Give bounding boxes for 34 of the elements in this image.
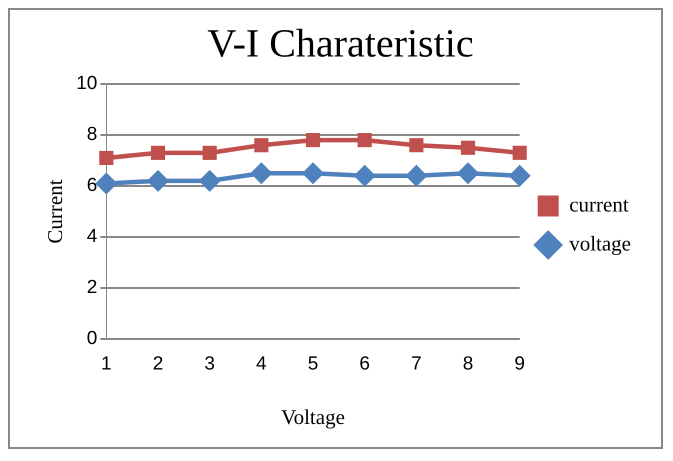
x-tick-label: 5 xyxy=(308,354,318,375)
x-tick-label: 6 xyxy=(359,354,370,375)
point xyxy=(358,133,372,148)
point xyxy=(254,138,268,152)
x-tick-label: 2 xyxy=(152,354,164,375)
y-tick-label: 0 xyxy=(86,328,98,350)
y-tick-label: 10 xyxy=(76,73,98,94)
x-tick-label: 8 xyxy=(462,354,474,375)
y-tick-label: 6 xyxy=(86,175,98,196)
point xyxy=(460,140,476,155)
point xyxy=(409,138,424,152)
legend-label: voltage xyxy=(569,232,631,256)
point xyxy=(202,146,217,160)
x-tick-label: 4 xyxy=(256,354,268,375)
point xyxy=(198,170,221,192)
point xyxy=(99,150,114,166)
x-tick-label: 1 xyxy=(101,354,112,375)
y-tick-label: 4 xyxy=(86,226,98,248)
y-tick-label: 8 xyxy=(86,124,98,146)
point xyxy=(508,164,531,187)
point xyxy=(150,146,166,160)
point xyxy=(302,162,324,184)
y-axis-title: Current xyxy=(43,179,68,244)
x-tick-label: 7 xyxy=(411,354,422,375)
x-axis-title: Voltage xyxy=(281,404,345,429)
chart-title: V-I Charateristic xyxy=(207,20,474,66)
legend-label: current xyxy=(569,192,629,217)
point xyxy=(512,146,527,160)
x-tick-label: 9 xyxy=(514,354,525,375)
y-tick-label: 2 xyxy=(86,277,98,298)
x-tick-label: 3 xyxy=(204,354,215,375)
point xyxy=(306,133,320,148)
point xyxy=(457,162,480,184)
point xyxy=(95,172,118,194)
